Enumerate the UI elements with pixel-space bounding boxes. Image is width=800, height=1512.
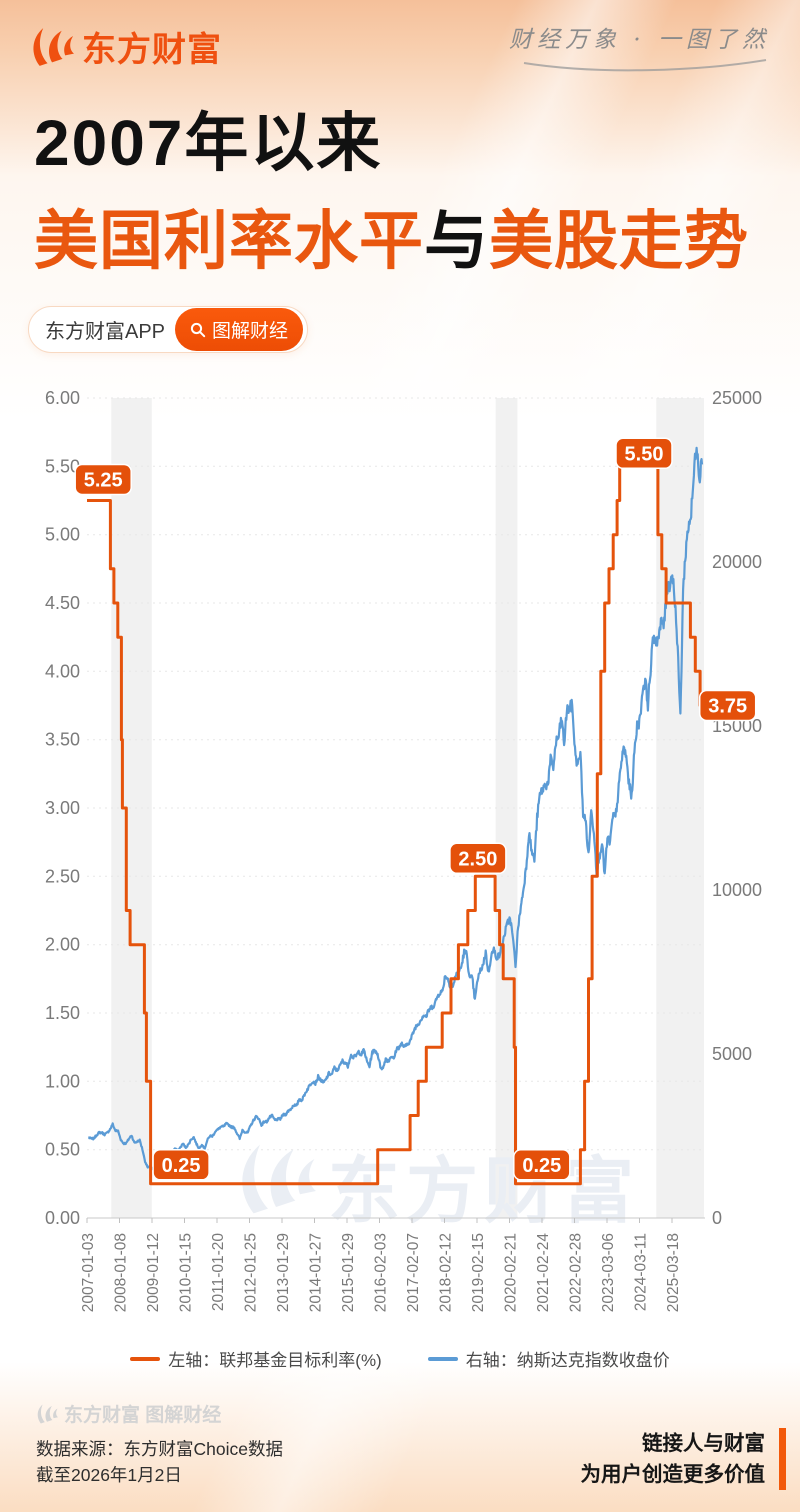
- svg-text:2008-01-08: 2008-01-08: [113, 1233, 130, 1312]
- legend-right-label: 右轴：纳斯达克指数收盘价: [465, 1351, 670, 1370]
- footer-slogan-line2: 为用户创造更多价值: [580, 1463, 766, 1486]
- svg-text:5000: 5000: [712, 1044, 752, 1064]
- legend-left-label: 左轴：联邦基金目标利率(%): [168, 1351, 382, 1370]
- svg-text:东方财富: 东方财富: [328, 1152, 640, 1232]
- svg-text:2007-01-03: 2007-01-03: [80, 1233, 97, 1312]
- legend-item-nasdaq: 右轴：纳斯达克指数收盘价: [427, 1346, 670, 1371]
- svg-text:5.50: 5.50: [625, 443, 664, 465]
- svg-text:2012-01-25: 2012-01-25: [243, 1233, 260, 1312]
- svg-text:2025-03-18: 2025-03-18: [665, 1233, 682, 1312]
- eastmoney-logo-icon: [36, 1404, 58, 1424]
- svg-text:5.00: 5.00: [45, 525, 80, 545]
- chart-channel-label: 图解财经: [212, 321, 289, 342]
- svg-text:5.25: 5.25: [84, 470, 123, 492]
- svg-text:2013-01-29: 2013-01-29: [275, 1233, 292, 1312]
- footer-left: 东方财富 图解财经 数据来源：东方财富Choice数据 截至2026年1月2日: [36, 1400, 283, 1488]
- rates-vs-nasdaq-chart: 6.00 5.50 5.00 4.50 4.00 3.50 3.00 2.50 2.00 1.50…: [0, 380, 800, 1360]
- brand: 东方财富: [30, 22, 222, 71]
- svg-text:2014-01-27: 2014-01-27: [308, 1233, 325, 1312]
- title-line2: 美国利率水平与美股走势: [34, 190, 749, 282]
- header-slogan: 财经万象 · 一图了然: [509, 27, 770, 53]
- svg-text:2020-02-21: 2020-02-21: [503, 1233, 520, 1312]
- nasdaq-line: [87, 446, 704, 1175]
- footer-slogan: 链接人与财富 为用户创造更多价值: [580, 1428, 786, 1490]
- svg-text:2016-02-03: 2016-02-03: [373, 1233, 390, 1312]
- fed-rate-line-swatch: [130, 1356, 161, 1361]
- svg-text:0.00: 0.00: [45, 1208, 80, 1228]
- footer-slogan-line1: 链接人与财富: [642, 1432, 765, 1455]
- app-badge-label: 东方财富APP: [45, 321, 166, 343]
- left-axis: 6.00 5.50 5.00 4.50 4.00 3.50 3.00 2.50 2.00 1.50…: [45, 388, 705, 1228]
- svg-text:2015-01-29: 2015-01-29: [340, 1233, 357, 1312]
- svg-text:3.00: 3.00: [45, 798, 80, 818]
- svg-text:5.50: 5.50: [45, 456, 80, 476]
- svg-text:0.25: 0.25: [162, 1155, 201, 1177]
- search-icon: [190, 322, 206, 337]
- svg-text:10000: 10000: [712, 880, 762, 900]
- svg-text:2.00: 2.00: [45, 935, 80, 955]
- svg-text:6.00: 6.00: [45, 388, 80, 408]
- svg-text:2019-02-15: 2019-02-15: [470, 1233, 487, 1312]
- svg-text:2011-01-20: 2011-01-20: [210, 1233, 227, 1312]
- svg-text:2024-03-11: 2024-03-11: [633, 1233, 650, 1311]
- brand-name: 东方财富: [82, 31, 222, 69]
- title-seg-stocks: 美股走势: [489, 205, 749, 277]
- nasdaq-line-swatch: [427, 1356, 458, 1361]
- svg-text:3.75: 3.75: [708, 696, 747, 718]
- chart-legend: 左轴：联邦基金目标利率(%) 右轴：纳斯达克指数收盘价: [0, 1346, 800, 1371]
- svg-text:20000: 20000: [712, 552, 762, 572]
- svg-text:2023-03-06: 2023-03-06: [600, 1233, 617, 1312]
- svg-text:0: 0: [712, 1208, 722, 1228]
- eastmoney-logo-icon: [30, 27, 74, 67]
- x-axis: 2007-01-03 2008-01-08 2009-01-12 2010-01-15…: [80, 1217, 705, 1313]
- header: 东方财富 财经万象 · 一图了然: [30, 20, 770, 80]
- title-seg-rates: 美国利率水平: [34, 205, 424, 277]
- footer-watermark: 东方财富 图解财经: [36, 1400, 283, 1427]
- bottom-background: [0, 1362, 800, 1512]
- svg-text:3.50: 3.50: [45, 730, 80, 750]
- svg-text:2.50: 2.50: [458, 848, 497, 870]
- chart-svg: 6.00 5.50 5.00 4.50 4.00 3.50 3.00 2.50 2.00 1.50…: [45, 388, 762, 1313]
- svg-text:2022-02-28: 2022-02-28: [568, 1233, 585, 1312]
- data-source-line2: 截至2026年1月2日: [36, 1465, 182, 1485]
- svg-text:4.00: 4.00: [45, 661, 80, 681]
- slogan-swoosh-underline: [523, 59, 767, 72]
- svg-text:2021-02-24: 2021-02-24: [535, 1233, 552, 1313]
- svg-text:25000: 25000: [712, 388, 762, 408]
- svg-text:1.50: 1.50: [45, 1003, 80, 1023]
- legend-item-fed-rate: 左轴：联邦基金目标利率(%): [130, 1346, 382, 1371]
- footer: 东方财富 图解财经 数据来源：东方财富Choice数据 截至2026年1月2日 …: [36, 1400, 786, 1500]
- svg-text:2009-01-12: 2009-01-12: [145, 1233, 162, 1312]
- slogan-wrap: 财经万象 · 一图了然: [509, 20, 770, 72]
- app-badge: 东方财富APP 图解财经: [28, 306, 309, 353]
- svg-text:2010-01-15: 2010-01-15: [178, 1233, 195, 1312]
- badge-row: 东方财富APP 图解财经: [28, 306, 309, 353]
- data-source: 数据来源：东方财富Choice数据 截至2026年1月2日: [36, 1436, 283, 1488]
- chart-channel-button[interactable]: 图解财经: [175, 308, 304, 351]
- svg-text:2018-02-12: 2018-02-12: [438, 1233, 455, 1312]
- title-line1: 2007年以来: [34, 107, 383, 179]
- svg-text:0.25: 0.25: [522, 1155, 561, 1177]
- svg-text:2.50: 2.50: [45, 866, 80, 886]
- footer-watermark-text: 东方财富 图解财经: [64, 1405, 222, 1426]
- data-source-line1: 数据来源：东方财富Choice数据: [36, 1439, 283, 1459]
- fed-rate-line: [87, 464, 705, 1186]
- rate-annotations: 5.25 0.25 2.50 0.25 5.50 3.75: [74, 437, 757, 1181]
- svg-text:4.50: 4.50: [45, 593, 80, 613]
- svg-text:0.50: 0.50: [45, 1140, 80, 1160]
- svg-text:2017-02-07: 2017-02-07: [405, 1233, 422, 1312]
- title-seg-and: 与: [424, 205, 489, 277]
- svg-text:1.00: 1.00: [45, 1071, 80, 1091]
